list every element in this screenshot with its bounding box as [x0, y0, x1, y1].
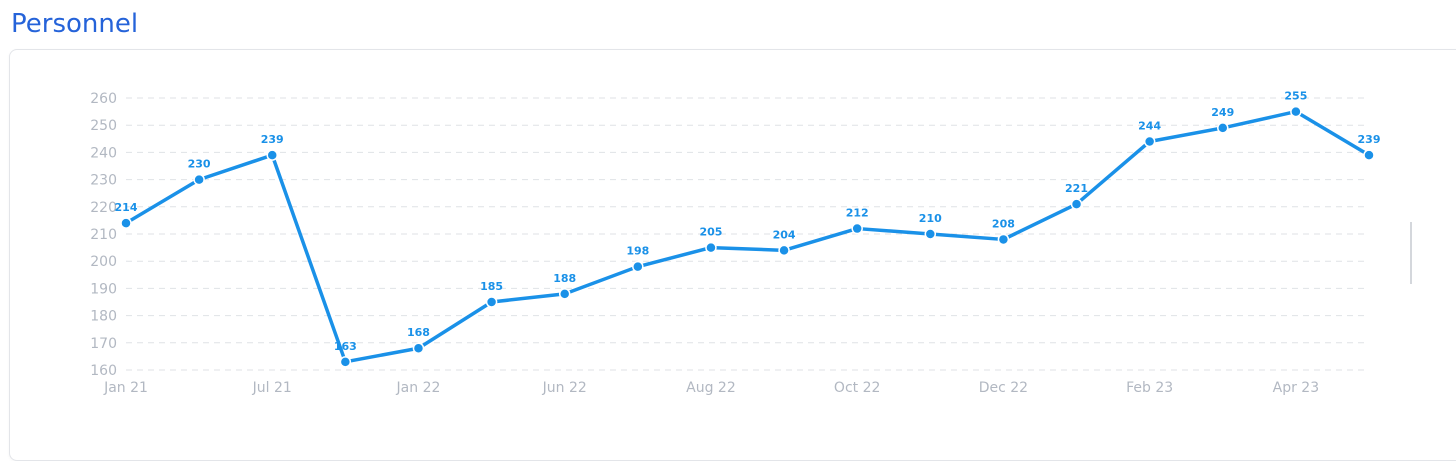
data-point — [1217, 122, 1229, 134]
x-axis-ticks: Jan 21 Jul 21 Jan 22 Jun 22 Aug 22 Oct 22 Dec … — [103, 380, 1319, 396]
data-point — [1143, 135, 1156, 148]
x-tick-label: Jan 22 — [396, 380, 441, 396]
grid-lines — [126, 97, 1366, 371]
data-point — [1290, 105, 1302, 118]
x-tick-label: Jun 22 — [542, 380, 587, 396]
data-label: 214 — [115, 201, 138, 214]
series-line-layer — [124, 109, 1371, 364]
y-tick-label: 230 — [90, 173, 117, 189]
data-point — [705, 241, 717, 254]
x-tick-label: Jul 21 — [252, 380, 292, 396]
data-point — [924, 228, 937, 240]
data-point — [266, 149, 278, 161]
data-label: 163 — [334, 340, 357, 353]
scrollbar-thumb[interactable] — [1410, 222, 1412, 284]
y-tick-label: 210 — [90, 227, 117, 243]
data-point — [120, 217, 132, 229]
data-label: 188 — [553, 272, 576, 285]
x-tick-label: Dec 22 — [979, 380, 1028, 396]
data-label: 230 — [188, 158, 211, 171]
y-tick-label: 180 — [90, 309, 117, 325]
data-label: 249 — [1211, 106, 1234, 119]
data-point — [1070, 198, 1083, 210]
data-point — [339, 356, 352, 368]
chart-card — [9, 49, 1456, 461]
personnel-line-chart: 160 170 180 190 200 210 220 230 240 250 260 Jan 21… — [90, 90, 1381, 396]
data-label: 239 — [1358, 133, 1381, 146]
page-title: Personnel — [11, 9, 139, 39]
data-point — [558, 288, 571, 300]
x-tick-label: Aug 22 — [686, 380, 736, 396]
y-tick-label: 160 — [90, 363, 117, 379]
data-point — [193, 173, 205, 186]
x-tick-label: Apr 23 — [1273, 380, 1319, 396]
data-label: 244 — [1138, 120, 1161, 133]
data-label: 239 — [261, 133, 284, 146]
x-tick-label: Jan 21 — [103, 380, 148, 396]
y-tick-label: 220 — [90, 200, 117, 216]
data-point — [485, 296, 498, 308]
series-line — [124, 109, 1371, 364]
y-axis-ticks: 160 170 180 190 200 210 220 230 240 250 260 — [90, 91, 117, 379]
data-label: 198 — [626, 245, 649, 258]
y-tick-label: 200 — [90, 254, 117, 270]
data-label: 204 — [773, 228, 796, 241]
data-point — [851, 222, 863, 235]
data-point — [632, 260, 644, 273]
data-point — [412, 342, 425, 354]
data-point — [1363, 149, 1375, 161]
y-tick-label: 170 — [90, 336, 117, 352]
data-label: 208 — [992, 217, 1015, 230]
data-labels: 214 230 239 163 168 185 188 198 205 204 212 210 208 2… — [115, 90, 1381, 353]
y-tick-label: 250 — [90, 118, 117, 134]
data-label: 212 — [846, 207, 869, 220]
y-tick-label: 190 — [90, 281, 117, 297]
data-point — [997, 233, 1010, 246]
series-points — [120, 105, 1375, 368]
data-label: 221 — [1065, 182, 1088, 195]
data-label: 255 — [1284, 90, 1307, 103]
data-label: 205 — [699, 226, 722, 239]
y-tick-label: 240 — [90, 145, 117, 161]
x-tick-label: Oct 22 — [834, 380, 880, 396]
x-tick-label: Feb 23 — [1126, 380, 1173, 396]
data-label: 168 — [407, 326, 430, 339]
data-label: 210 — [919, 212, 942, 225]
data-label: 185 — [480, 280, 503, 293]
data-point — [778, 244, 790, 257]
y-tick-label: 260 — [90, 91, 117, 107]
